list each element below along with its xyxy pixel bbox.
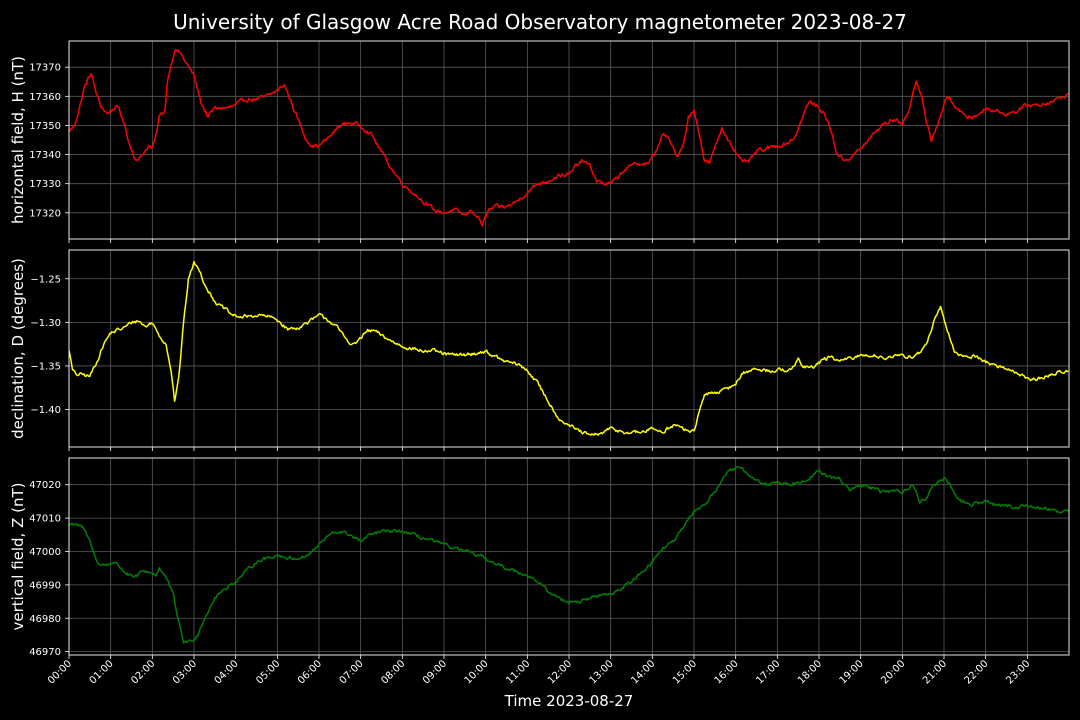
panel-frame — [68, 40, 1070, 240]
y-tick-label: 47000 — [29, 547, 61, 558]
panel-h: 17320 17330 17340 17350 17360 17370horizontal… — [9, 40, 1070, 243]
y-tick-label: 17360 — [29, 92, 61, 103]
panel-frame — [68, 249, 1070, 448]
y-axis-label-d: declination, D (degrees) — [9, 258, 27, 439]
y-tick-label: 17370 — [29, 63, 61, 74]
series-line-h — [69, 49, 1069, 227]
y-tick-label: 17340 — [29, 150, 61, 161]
y-tick-label: −1.40 — [30, 405, 61, 416]
y-tick-label: 46980 — [29, 614, 61, 625]
y-tick-label: −1.35 — [30, 361, 61, 372]
y-axis-label-z: vertical field, Z (nT) — [9, 482, 27, 630]
series-line-d — [69, 260, 1069, 436]
y-tick-label: 17330 — [29, 179, 61, 190]
x-axis-label: Time 2023-08-27 — [504, 692, 634, 710]
y-tick-label: −1.30 — [30, 318, 61, 329]
y-tick-label: 46990 — [29, 580, 61, 591]
y-tick-label: −1.25 — [30, 274, 61, 285]
y-tick-label: 47020 — [29, 480, 61, 491]
y-tick-label: 17350 — [29, 121, 61, 132]
panel-frame — [68, 457, 1070, 656]
y-tick-label: 17320 — [29, 208, 61, 219]
y-tick-label: 47010 — [29, 514, 61, 525]
series-line-z — [69, 466, 1069, 644]
y-axis-label-h: horizontal field, H (nT) — [9, 56, 27, 224]
y-tick-label: 46970 — [29, 647, 61, 658]
chart-title: University of Glasgow Acre Road Observat… — [173, 10, 907, 34]
